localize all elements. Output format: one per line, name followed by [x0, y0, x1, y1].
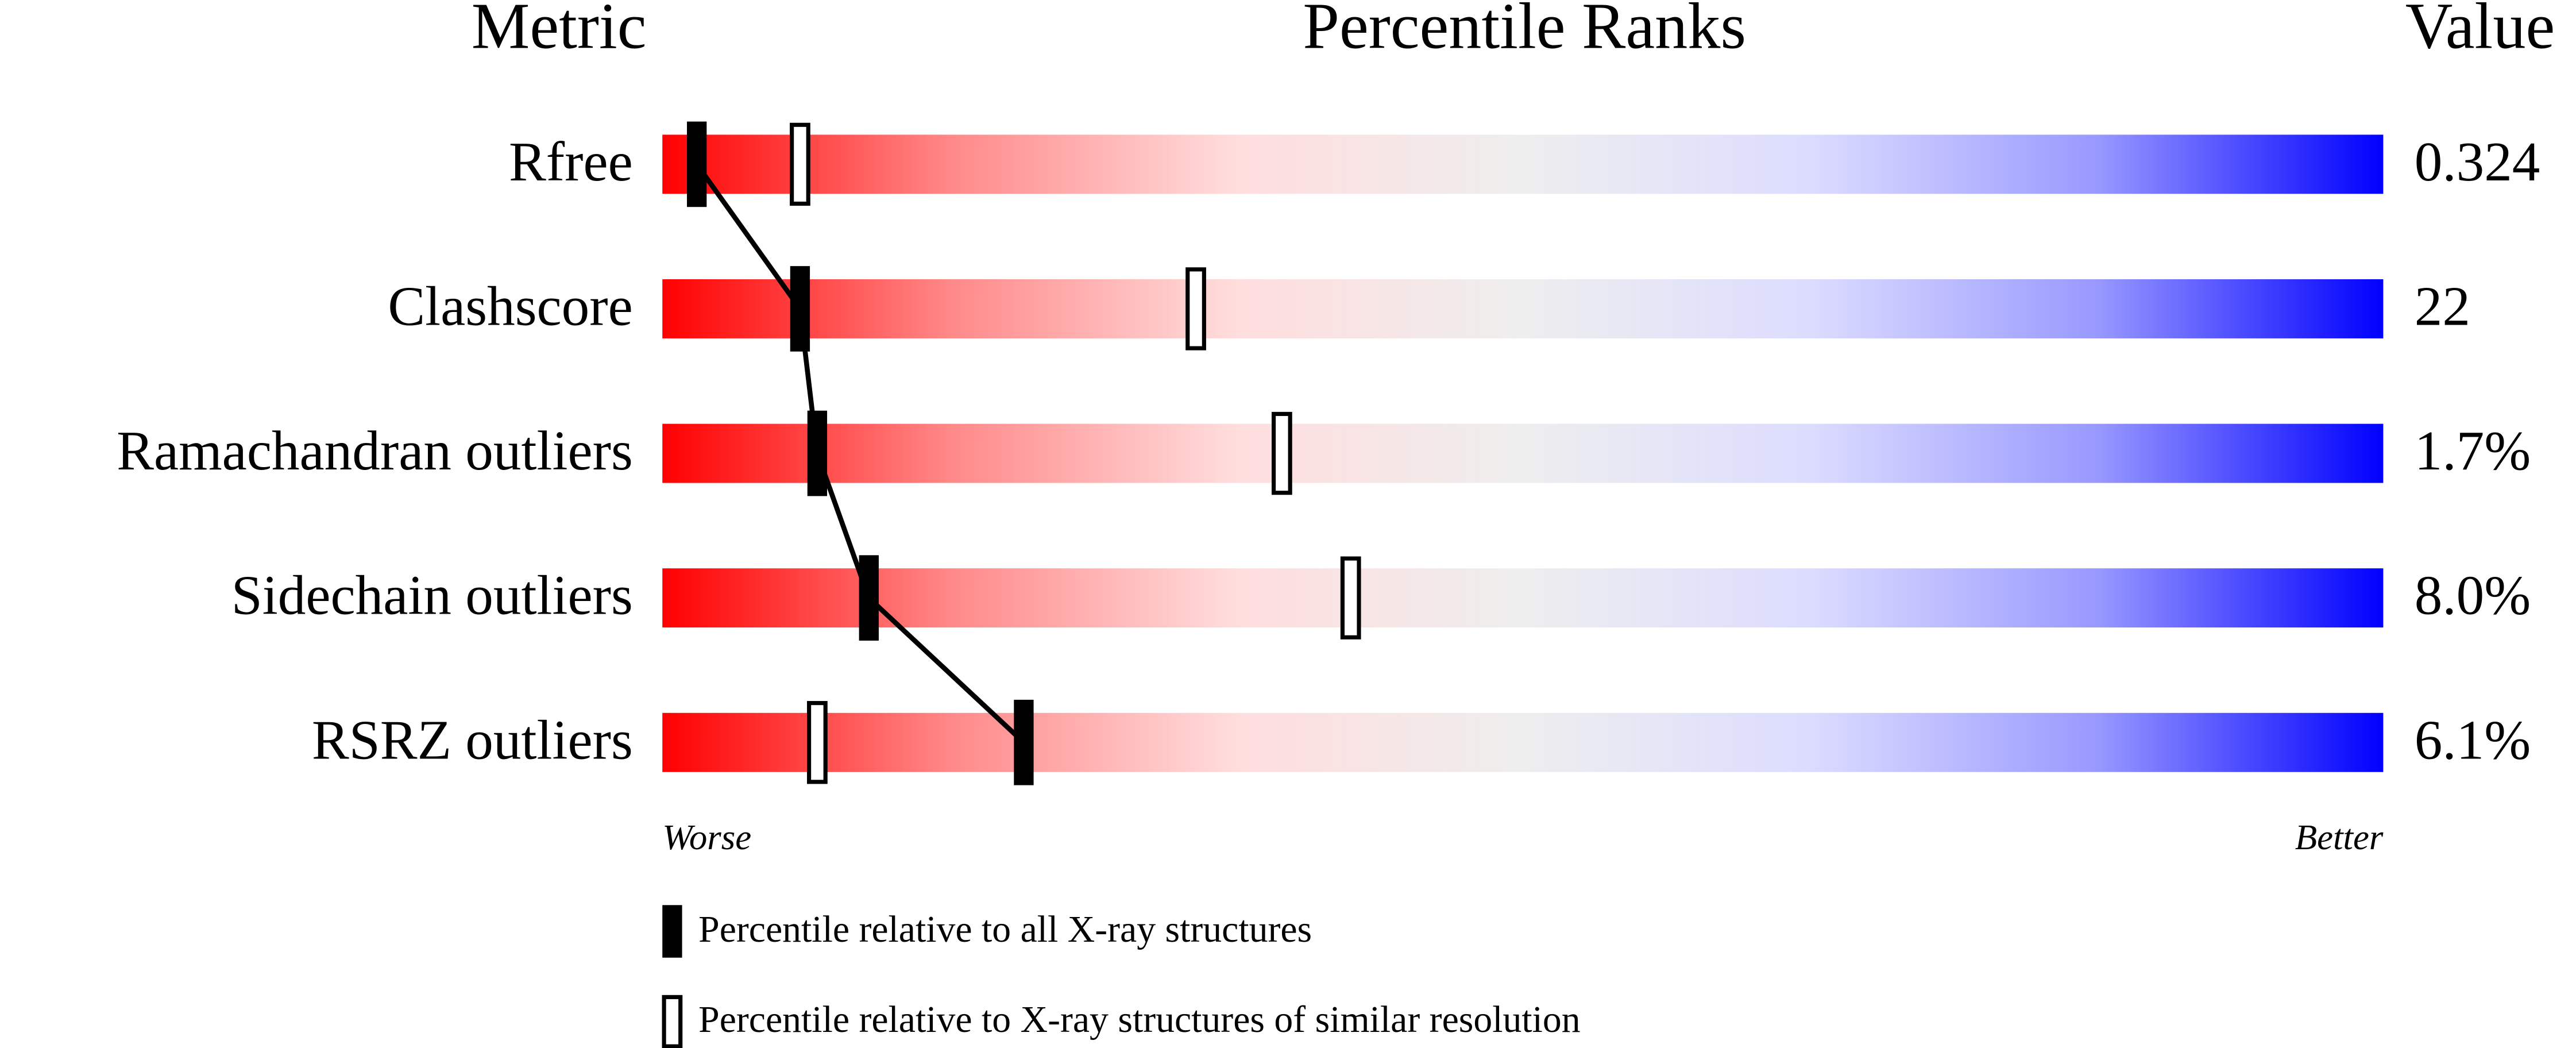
percentile-bar [662, 423, 2384, 483]
header-percentile: Percentile Ranks [1303, 0, 1746, 62]
percentile-bar [662, 568, 2384, 628]
percentile-marker-similar [1340, 556, 1361, 639]
percentile-marker-all [859, 555, 879, 641]
percentile-marker-all [1014, 699, 1034, 785]
metric-value: 8.0% [2415, 565, 2531, 627]
header-metric: Metric [472, 0, 647, 62]
metric-label: Sidechain outliers [231, 565, 633, 627]
metric-value: 1.7% [2415, 420, 2531, 482]
percentile-marker-similar [1271, 411, 1292, 495]
percentile-marker-all [790, 266, 810, 352]
metric-label: Clashscore [388, 276, 632, 338]
percentile-bar [662, 279, 2384, 338]
metric-label: Ramachandran outliers [117, 420, 633, 482]
metric-value: 0.324 [2415, 131, 2540, 193]
worse-label: Worse [662, 817, 751, 857]
metric-value: 22 [2415, 276, 2470, 338]
metric-label: Rfree [509, 131, 633, 193]
metric-label: RSRZ outliers [312, 709, 633, 771]
legend-marker [662, 995, 683, 1048]
header-value: Value [2405, 0, 2555, 62]
percentile-marker-similar [1185, 267, 1206, 350]
legend-label: Percentile relative to all X-ray structu… [698, 908, 1312, 950]
better-label: Better [2295, 817, 2384, 857]
percentile-marker-similar [790, 122, 810, 206]
legend-label: Percentile relative to X-ray structures … [698, 999, 1581, 1041]
percentile-marker-all [807, 410, 828, 496]
percentile-bar [662, 712, 2384, 772]
metric-value: 6.1% [2415, 709, 2531, 771]
percentile-bar [662, 134, 2384, 194]
legend-marker [662, 905, 682, 958]
percentile-marker-similar [807, 701, 828, 784]
percentile-marker-all [687, 121, 707, 207]
